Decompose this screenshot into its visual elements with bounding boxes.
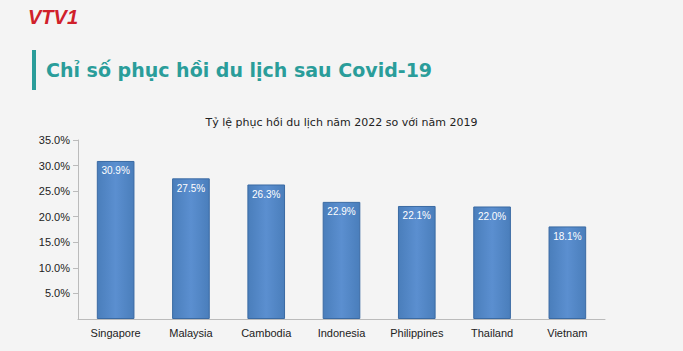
svg-text:30.9%: 30.9% (101, 165, 129, 176)
svg-text:30.0%: 30.0% (39, 160, 70, 172)
svg-text:22.9%: 22.9% (327, 206, 355, 217)
svg-text:18.1%: 18.1% (553, 231, 581, 242)
svg-text:Vietnam: Vietnam (547, 327, 587, 339)
html-text:VTV1: VTV1 (28, 6, 78, 28)
svg-text:5.0%: 5.0% (45, 287, 70, 299)
html-text:Chỉ số phục hồi du lịch sau Co: Chỉ số phục hồi du lịch sau Covid-19 (46, 59, 433, 81)
svg-text:Thailand: Thailand (471, 327, 513, 339)
svg-text:22.0%: 22.0% (478, 211, 506, 222)
svg-text:Indonesia: Indonesia (318, 327, 367, 339)
svg-text:Malaysia: Malaysia (169, 327, 213, 339)
svg-text:35.0%: 35.0% (39, 134, 70, 146)
svg-text:25.0%: 25.0% (39, 185, 70, 197)
svg-text:20.0%: 20.0% (39, 211, 70, 223)
svg-text:22.1%: 22.1% (403, 210, 431, 221)
svg-text:10.0%: 10.0% (39, 262, 70, 274)
svg-text:Philippines: Philippines (390, 327, 444, 339)
svg-text:26.3%: 26.3% (252, 189, 280, 200)
svg-text:27.5%: 27.5% (177, 183, 205, 194)
svg-text:15.0%: 15.0% (39, 236, 70, 248)
svg-text:Tỷ lệ phục hồi du lịch năm 202: Tỷ lệ phục hồi du lịch năm 2022 so với n… (205, 116, 478, 129)
svg-text:Cambodia: Cambodia (241, 327, 292, 339)
svg-text:Singapore: Singapore (91, 327, 141, 339)
